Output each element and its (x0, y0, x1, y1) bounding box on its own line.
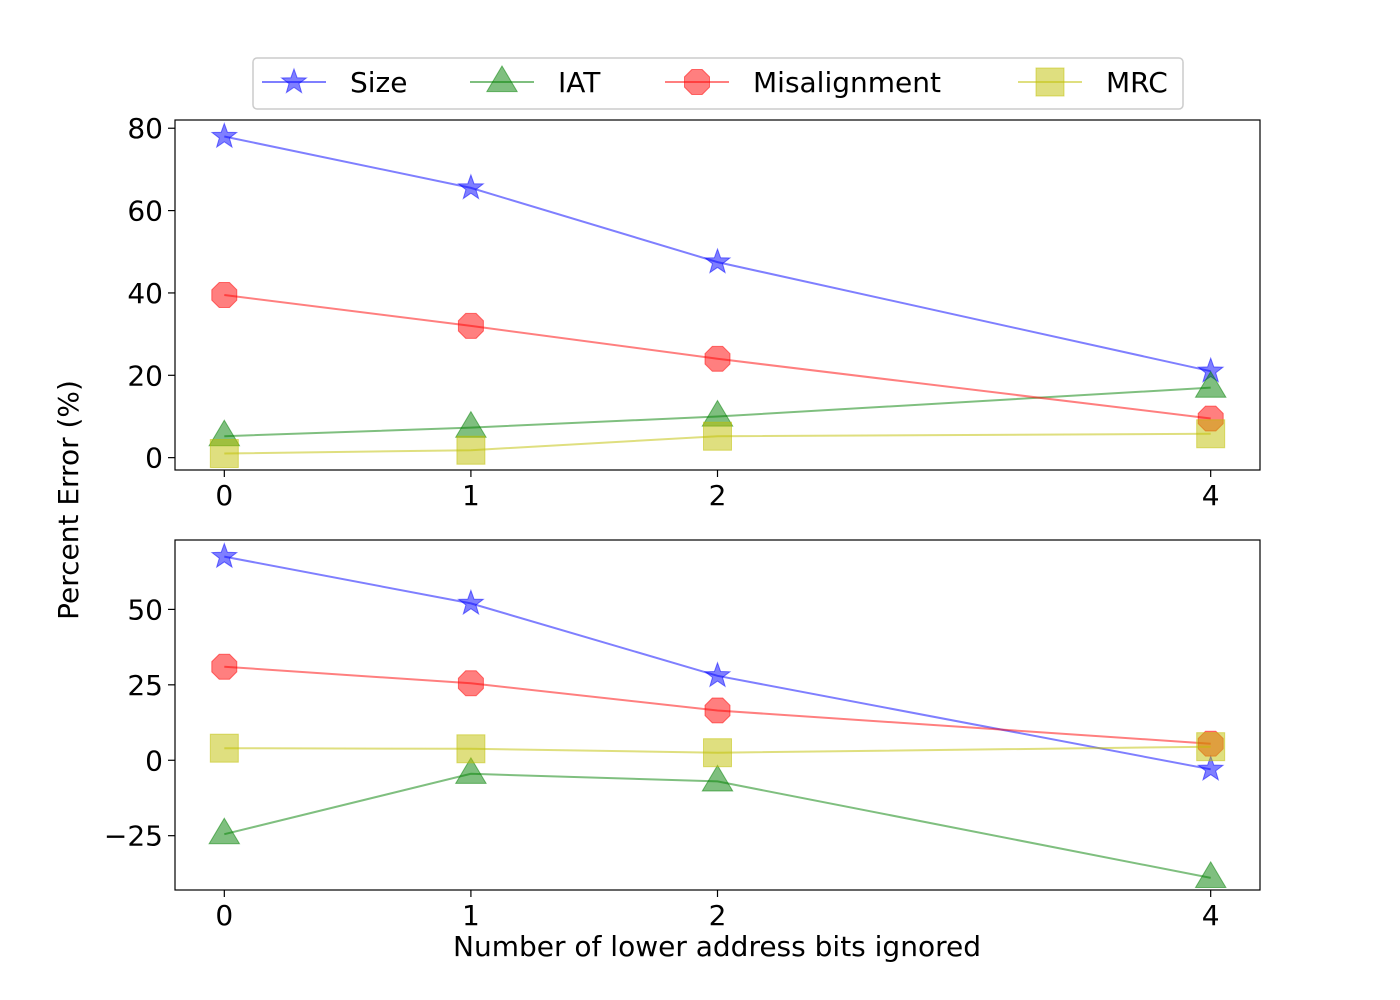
data-point-iat (701, 764, 734, 792)
legend-label-mrc: MRC (1106, 66, 1168, 99)
x-tick-label: 4 (1202, 899, 1220, 932)
data-point-mrc (456, 734, 486, 764)
series-size-bottom (210, 542, 1225, 782)
legend-marker-size (280, 67, 308, 94)
legend-entry-iat: IAT (470, 65, 601, 99)
x-tick-label: 1 (462, 899, 480, 932)
data-point-mrc (1196, 419, 1226, 449)
data-point-iat (454, 410, 487, 438)
series-group-top (208, 122, 1227, 469)
data-point-misalignment (211, 282, 238, 308)
legend-label-iat: IAT (558, 66, 601, 99)
series-line-iat (224, 386, 1211, 438)
chart-bottom: 0 1 2 4 −25 0 25 50 (104, 539, 1261, 932)
legend-marker-misalignment (684, 69, 710, 95)
x-tick-label: 4 (1202, 479, 1220, 512)
data-point-mrc (209, 439, 239, 469)
data-point-iat (208, 817, 241, 845)
data-point-size (1196, 754, 1225, 782)
series-line-misalignment (224, 294, 1211, 420)
y-tick-label: 25 (127, 669, 163, 702)
y-tick-label: 60 (127, 195, 163, 228)
series-group-bottom (208, 542, 1227, 888)
series-mrc-top (209, 419, 1226, 469)
data-point-size (703, 247, 732, 274)
data-point-mrc (209, 733, 239, 763)
series-line-misalignment (224, 665, 1211, 745)
data-point-mrc (703, 738, 732, 768)
data-point-size (457, 173, 485, 200)
y-tick-label: 0 (145, 442, 163, 475)
series-iat-bottom (208, 756, 1227, 888)
legend-label-size: Size (350, 66, 407, 99)
x-tick-label: 2 (709, 479, 727, 512)
data-point-misalignment (704, 697, 731, 724)
series-size-top (210, 122, 1225, 383)
series-line-size (224, 135, 1211, 373)
data-point-misalignment (457, 312, 484, 339)
data-point-mrc (703, 421, 732, 451)
legend-marker-iat (485, 65, 519, 93)
legend: Size IAT Misalignment MRC (252, 57, 1184, 110)
legend-items: Size IAT Misalignment MRC (262, 65, 1168, 99)
series-mrc-bottom (209, 732, 1226, 768)
y-tick-label: 20 (127, 359, 163, 392)
legend-frame (252, 57, 1184, 110)
series-line-size (224, 555, 1211, 771)
data-point-iat (454, 756, 487, 784)
axis-ticks-bottom: 0 1 2 4 −25 0 25 50 (104, 593, 1220, 932)
x-tick-label: 1 (462, 479, 480, 512)
data-point-misalignment (457, 670, 484, 697)
data-point-iat (1194, 860, 1227, 888)
x-tick-label: 2 (709, 899, 727, 932)
legend-label-misalignment: Misalignment (753, 66, 941, 99)
y-tick-label: 80 (127, 112, 163, 145)
data-point-size (210, 542, 239, 569)
data-point-size (703, 661, 732, 688)
x-axis-label: Number of lower address bits ignored (453, 930, 981, 963)
series-line-iat (224, 772, 1211, 879)
legend-entry-misalignment: Misalignment (665, 66, 941, 99)
data-point-size (210, 122, 239, 149)
data-point-mrc (456, 435, 486, 465)
data-point-size (457, 588, 485, 616)
data-point-misalignment (704, 345, 731, 372)
y-tick-label: 0 (145, 744, 163, 777)
x-tick-label: 0 (215, 479, 233, 512)
data-point-misalignment (211, 653, 238, 680)
legend-entry-size: Size (262, 66, 407, 99)
legend-marker-mrc (1035, 67, 1065, 97)
data-point-iat (1194, 370, 1227, 398)
series-line-mrc (224, 745, 1211, 754)
y-tick-label: 50 (127, 593, 163, 626)
y-tick-label: −25 (104, 820, 163, 853)
y-tick-label: 40 (127, 277, 163, 310)
data-point-mrc (1196, 732, 1226, 762)
y-axis-label: Percent Error (%) (52, 380, 85, 620)
x-tick-label: 0 (215, 899, 233, 932)
series-line-mrc (224, 432, 1211, 455)
legend-entry-mrc: MRC (1018, 66, 1168, 99)
